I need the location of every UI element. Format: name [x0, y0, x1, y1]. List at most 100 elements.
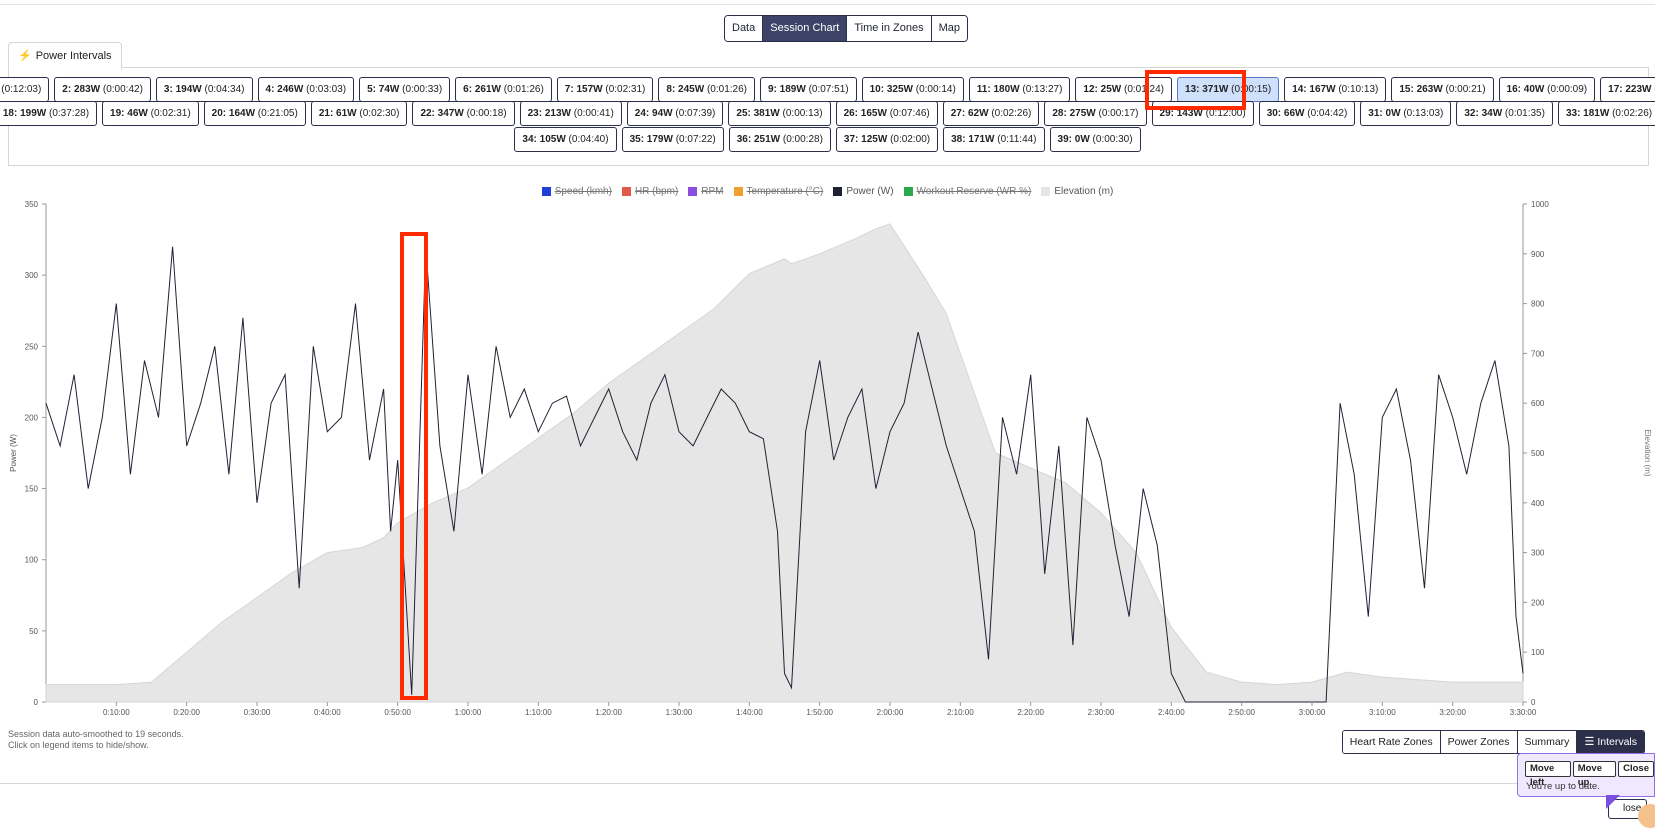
move-left-button[interactable]: Move left — [1525, 761, 1571, 788]
y2-tick-label: 600 — [1531, 399, 1545, 408]
popover-message: You're up to date. — [1526, 781, 1600, 792]
interval-button[interactable]: 10: 325W (0:00:14) — [861, 77, 964, 102]
x-tick-label: 1:50:00 — [806, 708, 833, 716]
tab-intervals[interactable]: ☰ Intervals — [1577, 731, 1644, 753]
interval-button[interactable]: 14: 167W (0:10:13) — [1284, 77, 1387, 102]
interval-duration: (0:02:30) — [359, 108, 400, 119]
top-divider — [0, 4, 1655, 5]
tab-heart-rate-zones[interactable]: Heart Rate Zones — [1342, 731, 1441, 753]
interval-duration: (0:03:03) — [306, 84, 347, 95]
interval-button[interactable]: 31: 0W (0:13:03) — [1360, 101, 1452, 126]
interval-button[interactable]: 1: 192W (0:12:03) — [0, 77, 50, 102]
interval-button[interactable]: 35: 179W (0:07:22) — [621, 127, 724, 152]
intervals-row: 18: 199W (0:37:28) 19: 46W (0:02:31) 20: 1… — [0, 101, 1655, 126]
x-tick-label: 3:30:00 — [1510, 708, 1537, 716]
tab-time-in-zones[interactable]: Time in Zones — [847, 16, 932, 41]
interval-button[interactable]: 5: 74W (0:00:33) — [359, 77, 451, 102]
interval-button[interactable]: 17: 223W (0:06:55) — [1600, 77, 1655, 102]
interval-label: 34: 105W — [522, 134, 566, 145]
interval-button[interactable]: 8: 245W (0:01:26) — [658, 77, 755, 102]
legend-label: Workout Reserve (WR %) — [916, 186, 1032, 197]
interval-button[interactable]: 4: 246W (0:03:03) — [257, 77, 355, 102]
legend-swatch — [1041, 187, 1051, 196]
y-tick-label: 250 — [25, 342, 39, 351]
x-tick-label: 0:40:00 — [314, 708, 341, 716]
interval-button[interactable]: 27: 62W (0:02:26) — [942, 101, 1040, 126]
y2-tick-label: 100 — [1531, 648, 1545, 657]
interval-button[interactable]: 38: 171W (0:11:44) — [943, 127, 1045, 152]
interval-button[interactable]: 21: 61W (0:02:30) — [310, 101, 408, 126]
legend-item[interactable]: Speed (kmh) — [541, 186, 612, 197]
interval-button[interactable]: 37: 125W (0:02:00) — [835, 127, 939, 152]
popover-close-button[interactable]: Close — [1618, 761, 1654, 777]
interval-label: 28: 275W — [1052, 108, 1096, 119]
interval-label: 26: 165W — [843, 108, 887, 119]
interval-button[interactable]: 29: 143W (0:12:00) — [1151, 101, 1254, 126]
tab-power-intervals[interactable]: ⚡ Power Intervals — [8, 42, 122, 70]
interval-duration: (0:07:46) — [889, 108, 930, 119]
y-tick-label: 350 — [25, 200, 39, 209]
interval-label: 12: 25W — [1083, 84, 1122, 95]
interval-button[interactable]: 7: 157W (0:02:31) — [556, 77, 654, 102]
legend-item[interactable]: RPM — [688, 186, 724, 197]
interval-button[interactable]: 36: 251W (0:00:28) — [728, 127, 831, 152]
interval-button[interactable]: 6: 261W (0:01:26) — [455, 77, 552, 102]
x-tick-label: 0:10:00 — [103, 708, 130, 716]
legend-label: RPM — [701, 186, 724, 197]
interval-button[interactable]: 9: 189W (0:07:51) — [760, 77, 857, 102]
x-tick-label: 2:50:00 — [1228, 708, 1255, 716]
interval-button[interactable]: 33: 181W (0:02:26) — [1557, 101, 1655, 126]
x-tick-label: 0:30:00 — [244, 708, 271, 716]
y2-tick-label: 700 — [1531, 349, 1545, 358]
move-up-button[interactable]: Move up — [1572, 761, 1617, 788]
interval-button[interactable]: 28: 275W (0:00:17) — [1044, 101, 1147, 126]
legend-item[interactable]: Temperature (°C) — [733, 186, 823, 197]
interval-button[interactable]: 11: 180W (0:13:27) — [968, 77, 1071, 102]
interval-button[interactable]: 16: 40W (0:00:09) — [1498, 77, 1596, 102]
interval-button[interactable]: 30: 66W (0:04:42) — [1258, 101, 1356, 126]
tab-map[interactable]: Map — [931, 16, 968, 41]
legend-item[interactable]: Elevation (m) — [1041, 186, 1113, 197]
tab-summary[interactable]: Summary — [1517, 731, 1578, 753]
interval-label: 2: 283W — [62, 84, 101, 95]
interval-label: 8: 245W — [666, 84, 705, 95]
y2-axis-label: Elevation (m) — [1643, 429, 1652, 476]
interval-button[interactable]: 2: 283W (0:00:42) — [54, 77, 151, 102]
tab-data[interactable]: Data — [725, 16, 764, 41]
interval-label: 31: 0W — [1368, 108, 1401, 119]
interval-label: 39: 0W — [1057, 134, 1090, 145]
view-tab-group: Data Session Chart Time in Zones Map — [724, 15, 969, 42]
highlight-box-chart-region — [400, 232, 428, 700]
interval-label: 17: 223W — [1608, 84, 1652, 95]
interval-button[interactable]: 18: 199W (0:37:28) — [0, 101, 98, 126]
legend-item[interactable]: Power (W) — [833, 186, 894, 197]
interval-duration: (0:01:26) — [503, 84, 544, 95]
legend-item[interactable]: HR (bpm) — [621, 186, 678, 197]
interval-duration: (0:07:22) — [675, 134, 716, 145]
interval-button[interactable]: 25: 381W (0:00:13) — [728, 101, 831, 126]
interval-button[interactable]: 34: 105W (0:04:40) — [514, 127, 617, 152]
interval-duration: (0:04:42) — [1307, 108, 1348, 119]
interval-label: 4: 246W — [265, 84, 304, 95]
interval-button[interactable]: 39: 0W (0:00:30) — [1049, 127, 1141, 152]
interval-button[interactable]: 23: 213W (0:00:41) — [519, 101, 622, 126]
x-tick-label: 2:40:00 — [1158, 708, 1185, 716]
interval-button[interactable]: 22: 347W (0:00:18) — [412, 101, 515, 126]
interval-button[interactable]: 26: 165W (0:07:46) — [835, 101, 938, 126]
interval-duration: (0:00:30) — [1092, 134, 1133, 145]
interval-button[interactable]: 15: 263W (0:00:21) — [1391, 77, 1494, 102]
tab-power-zones[interactable]: Power Zones — [1440, 731, 1518, 753]
legend-item[interactable]: Workout Reserve (WR %) — [903, 186, 1032, 197]
interval-duration: (0:02:26) — [1612, 108, 1653, 119]
interval-button[interactable]: 20: 164W (0:21:05) — [203, 101, 306, 126]
tab-session-chart[interactable]: Session Chart — [763, 16, 848, 41]
interval-button[interactable]: 3: 194W (0:04:34) — [155, 77, 253, 102]
interval-button[interactable]: 19: 46W (0:02:31) — [102, 101, 199, 126]
interval-duration: (0:13:03) — [1403, 108, 1444, 119]
interval-button[interactable]: 24: 94W (0:07:39) — [626, 101, 724, 126]
tour-popover: Move left Move up Close You're up to dat… — [1517, 753, 1655, 797]
avatar[interactable] — [1638, 804, 1655, 828]
interval-label: 22: 347W — [420, 108, 464, 119]
interval-duration: (0:01:26) — [706, 84, 747, 95]
interval-button[interactable]: 32: 34W (0:01:35) — [1456, 101, 1553, 126]
